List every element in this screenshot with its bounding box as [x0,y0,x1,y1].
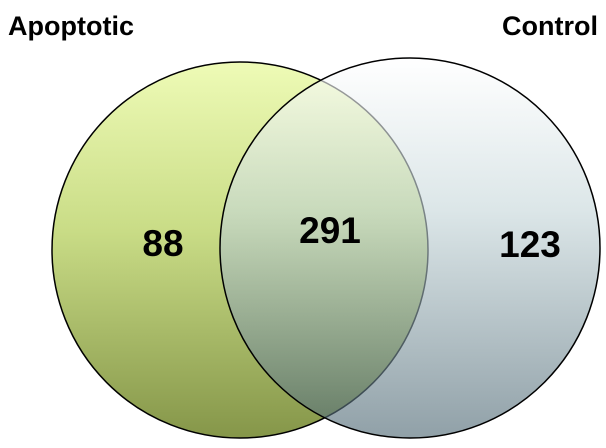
region-count: 123 [499,224,561,265]
set-circle-control [219,57,601,439]
set-label: Apoptotic [8,11,134,41]
region-count: 88 [142,223,183,264]
region-count: 291 [299,210,361,251]
set-label: Control [502,11,598,41]
